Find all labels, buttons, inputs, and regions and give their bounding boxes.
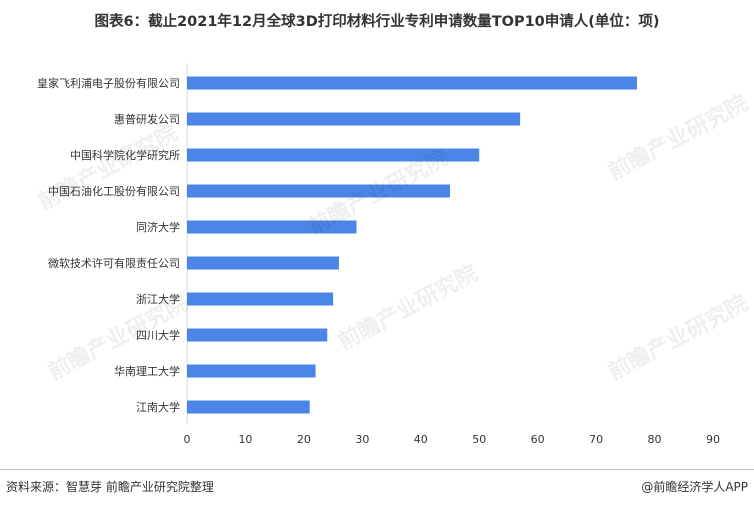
- category-label: 浙江大学: [136, 292, 180, 306]
- chart-title: 图表6：截止2021年12月全球3D打印材料行业专利申请数量TOP10申请人(单…: [94, 14, 660, 30]
- category-label: 同济大学: [136, 220, 180, 234]
- bar: [187, 256, 339, 270]
- x-tick-label: 90: [706, 433, 720, 446]
- source-note: 资料来源：智慧芽 前瞻产业研究院整理: [6, 480, 214, 494]
- bar: [187, 292, 334, 306]
- category-label: 微软技术许可有限责任公司: [48, 256, 180, 270]
- bar: [187, 148, 480, 162]
- x-tick-label: 40: [414, 433, 428, 446]
- bar: [187, 184, 450, 198]
- bar: [187, 400, 310, 414]
- category-label: 四川大学: [136, 328, 180, 342]
- x-tick-label: 80: [648, 433, 662, 446]
- category-label: 华南理工大学: [114, 364, 180, 378]
- x-tick-label: 50: [472, 433, 486, 446]
- category-label: 江南大学: [136, 400, 180, 414]
- x-tick-label: 0: [184, 433, 191, 446]
- category-label: 皇家飞利浦电子股份有限公司: [37, 76, 180, 90]
- x-tick-label: 30: [355, 433, 369, 446]
- bar: [187, 364, 316, 378]
- credit-note: @前瞻经济学人APP: [641, 480, 748, 494]
- bar: [187, 220, 357, 234]
- category-label: 惠普研发公司: [114, 112, 180, 126]
- x-tick-label: 60: [531, 433, 545, 446]
- category-label: 中国科学院化学研究所: [70, 148, 180, 162]
- bar: [187, 112, 521, 126]
- x-tick-label: 70: [589, 433, 603, 446]
- x-tick-label: 20: [297, 433, 311, 446]
- bar: [187, 76, 638, 90]
- bar: [187, 328, 328, 342]
- footer-divider: [0, 469, 754, 470]
- x-tick-label: 10: [238, 433, 252, 446]
- category-label: 中国石油化工股份有限公司: [48, 184, 180, 198]
- bar-chart: 皇家飞利浦电子股份有限公司惠普研发公司中国科学院化学研究所中国石油化工股份有限公…: [37, 63, 720, 446]
